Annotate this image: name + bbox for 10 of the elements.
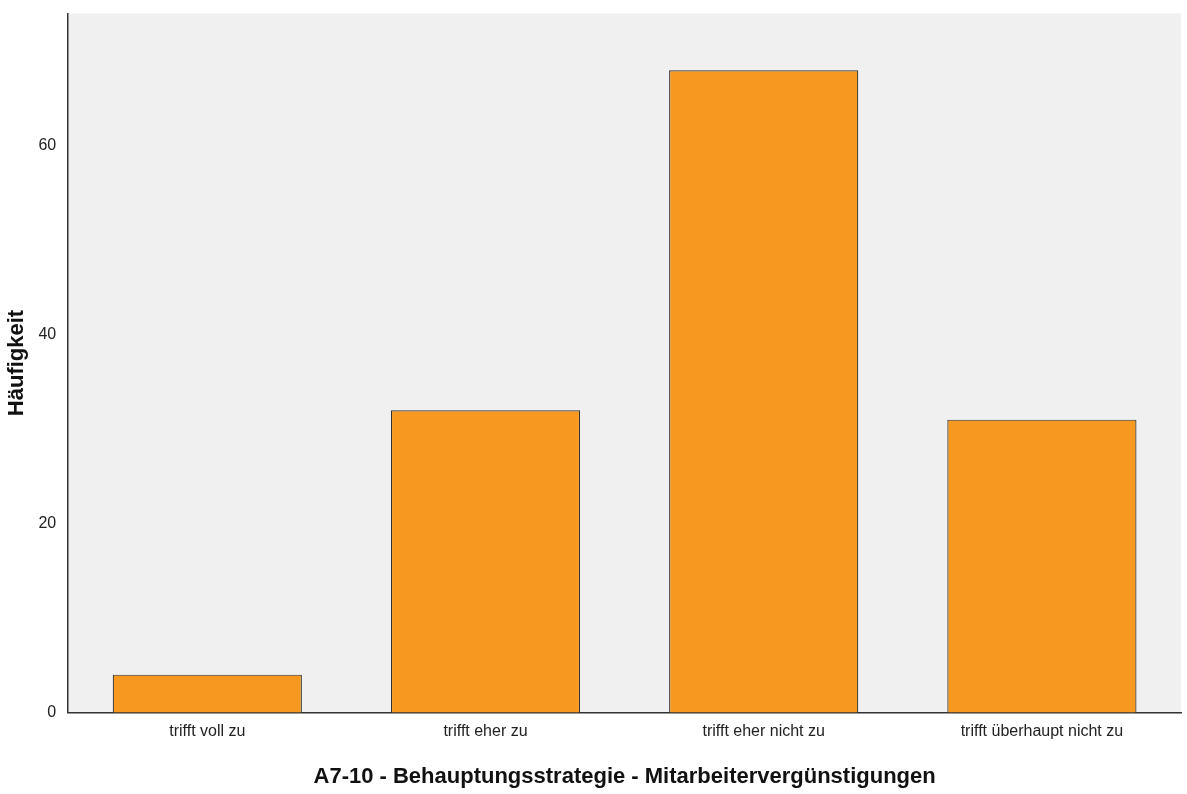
y-tick-label: 0 <box>47 702 57 720</box>
y-tick-label: 40 <box>38 325 57 343</box>
x-tick-label: trifft voll zu <box>169 722 246 740</box>
x-tick-label: trifft überhaupt nicht zu <box>960 722 1124 740</box>
x-tick-label: trifft eher nicht zu <box>702 722 825 740</box>
y-axis-title: Häufigkeit <box>3 309 29 417</box>
y-tick-label: 60 <box>38 136 57 154</box>
x-tick-label: trifft eher zu <box>443 722 528 740</box>
x-axis-title: A7-10 - Behauptungsstrategie - Mitarbeitervergünstigungen <box>313 762 936 788</box>
y-tick-label: 20 <box>38 513 57 531</box>
